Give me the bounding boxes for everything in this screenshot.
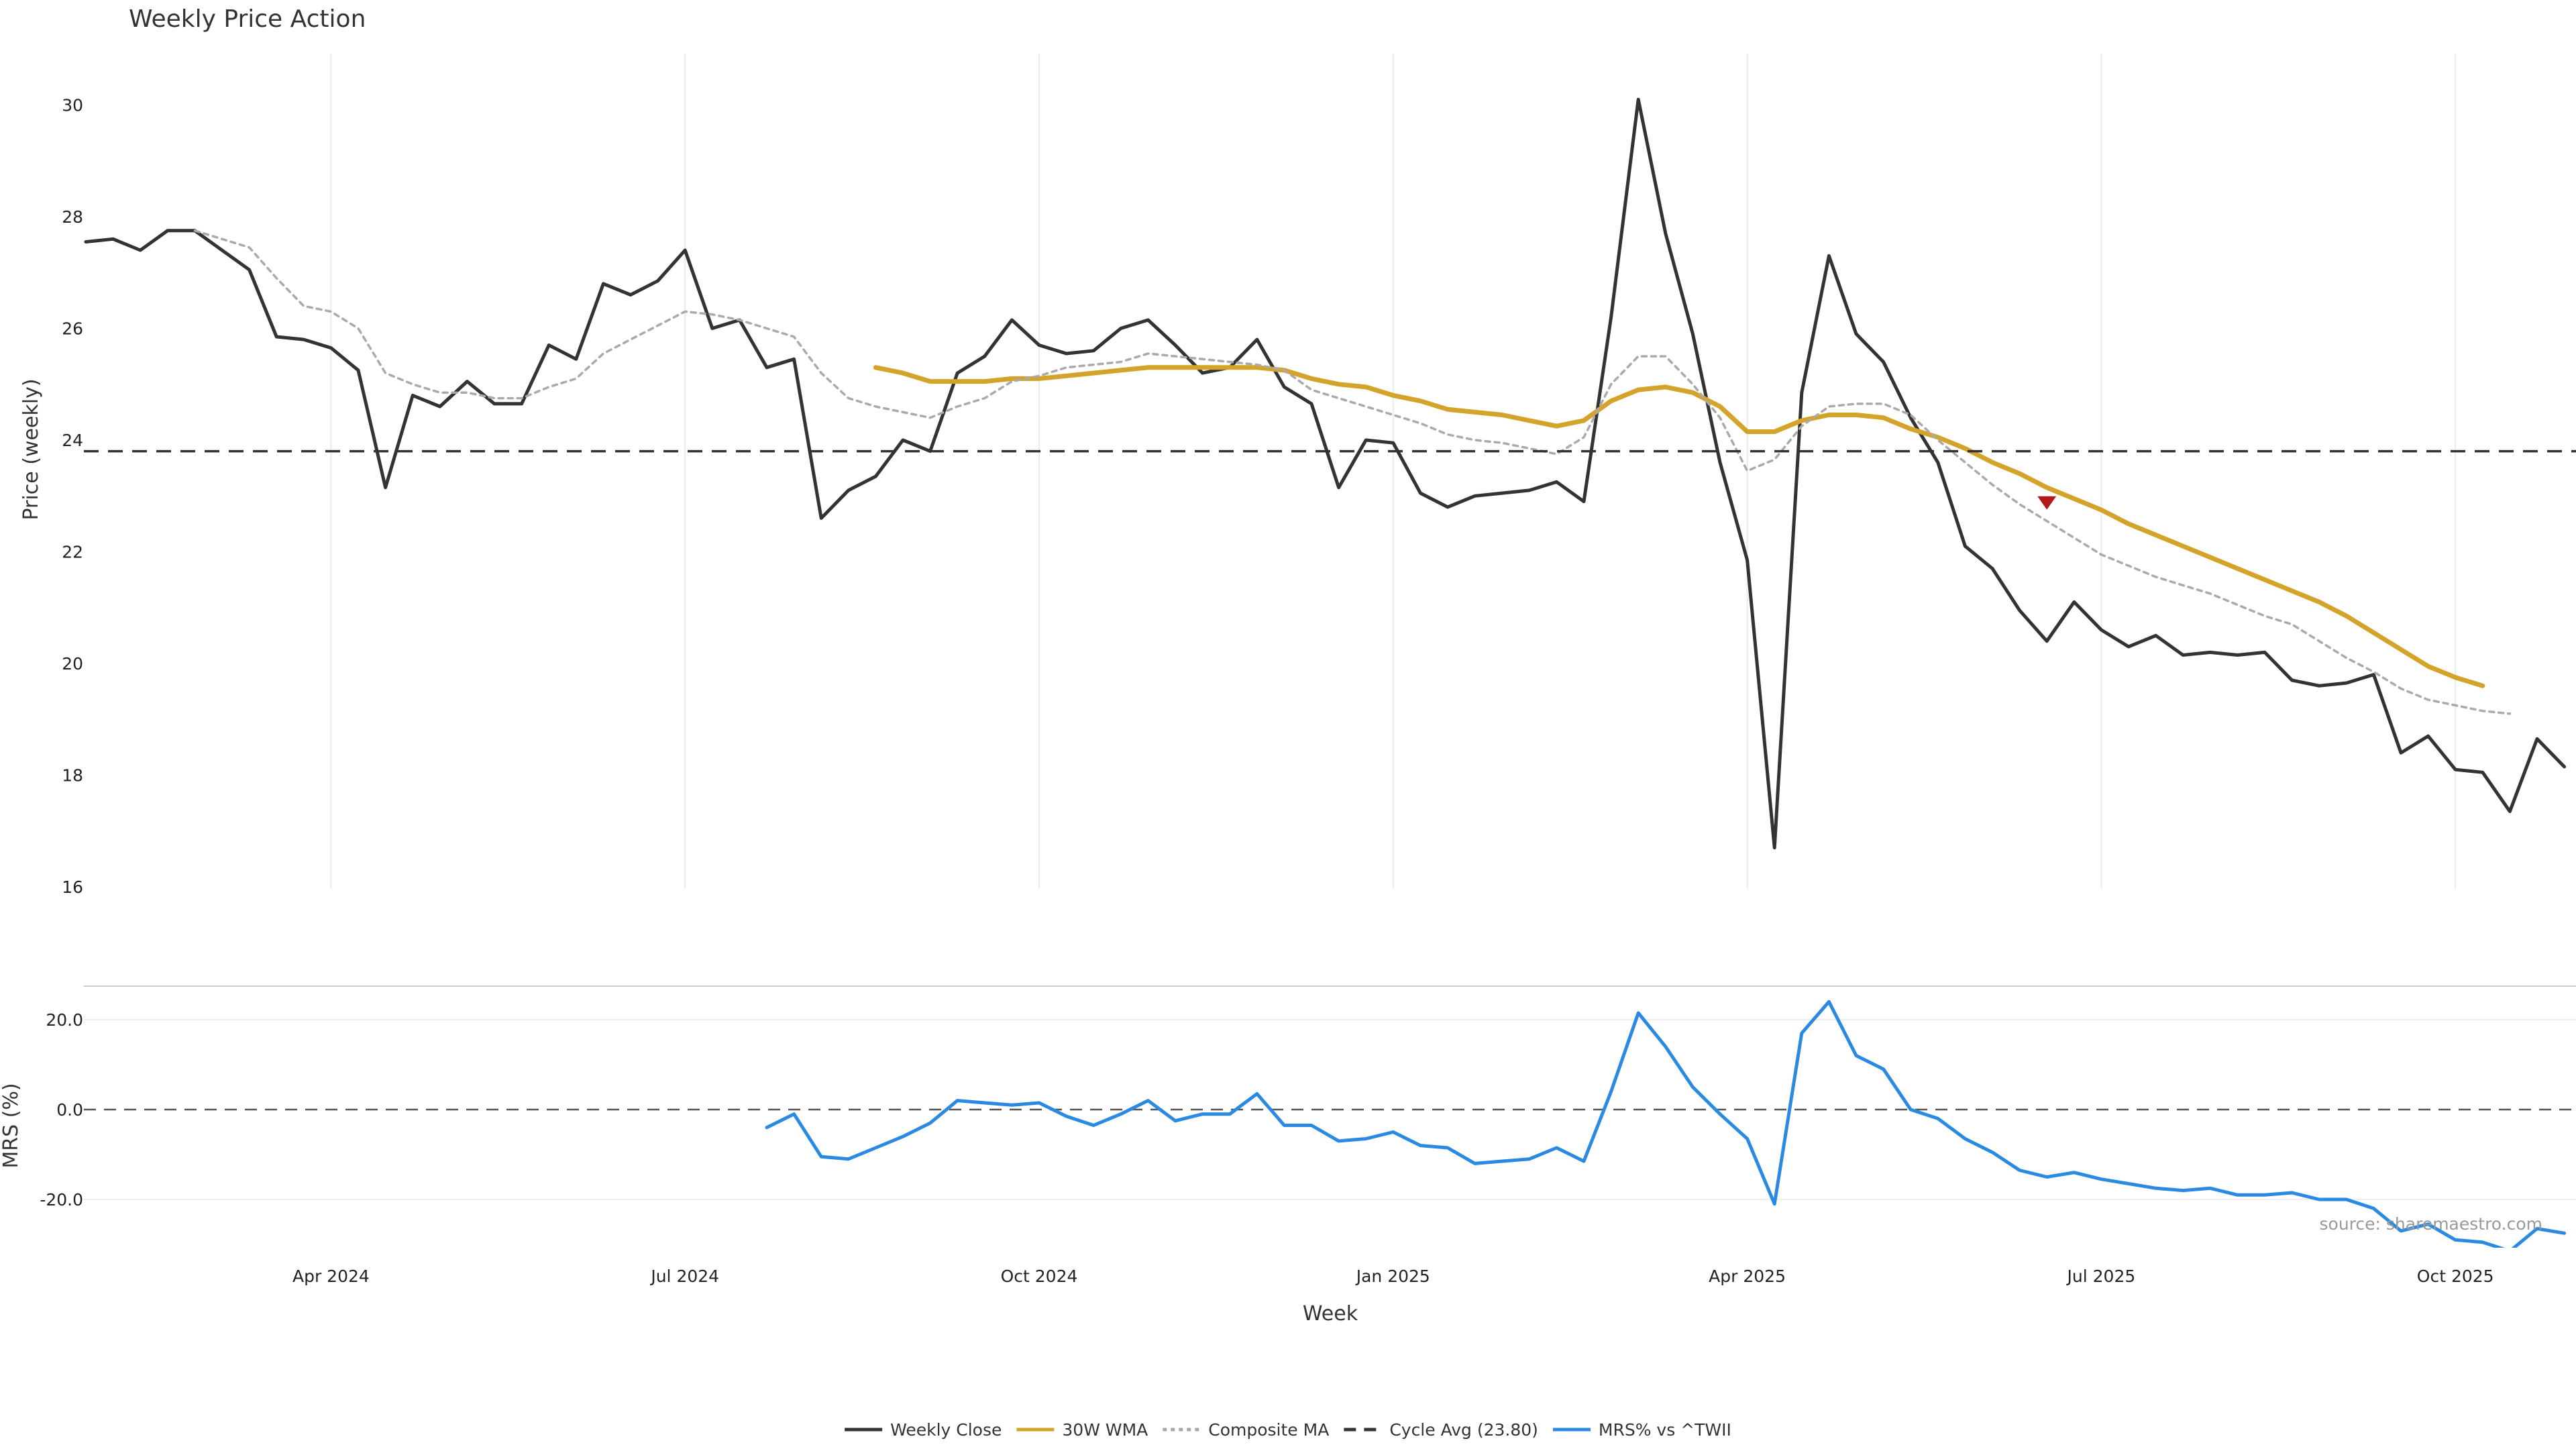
mrs-ytick-label: 20.0: [46, 1010, 83, 1030]
sell-signal-marker: [2037, 496, 2056, 510]
x-tick-label: Apr 2025: [1709, 1267, 1786, 1286]
mrs-ytick-label: 0.0: [56, 1100, 83, 1120]
price-ytick-label: 16: [62, 877, 83, 897]
x-tick-label: Oct 2025: [2417, 1267, 2494, 1286]
price-markers: [2037, 496, 2056, 510]
x-tick-label: Oct 2024: [1001, 1267, 1078, 1286]
price-ytick-label: 20: [62, 654, 83, 674]
price-grid: [331, 54, 2455, 889]
legend-label: Weekly Close: [890, 1420, 1002, 1440]
mrs-ytick-label: -20.0: [40, 1190, 83, 1210]
price-ytick-label: 22: [62, 543, 83, 562]
mrs-y-axis: -20.0 0.0 20.0: [40, 1010, 83, 1210]
30w-wma-line: [875, 368, 2482, 686]
source-watermark: source: sharemaestro.com: [2320, 1214, 2543, 1234]
mrs-series: [767, 1002, 2565, 1251]
price-ytick-label: 24: [62, 431, 83, 450]
legend-label: Cycle Avg (23.80): [1389, 1420, 1538, 1440]
price-y-axis-label: Price (weekly): [19, 378, 43, 520]
x-tick-label: Apr 2024: [292, 1267, 370, 1286]
weekly-close-line: [86, 99, 2565, 848]
x-axis-ticks: Apr 2024 Jul 2024 Oct 2024 Jan 2025 Apr 2025…: [292, 1267, 2494, 1286]
chart-figure: Weekly Price Action 16 18 20 22 24 26 28 30 Pri…: [0, 0, 2576, 1449]
price-ytick-label: 18: [62, 766, 83, 786]
x-tick-label: Jul 2024: [649, 1267, 719, 1286]
legend-label: MRS% vs ^TWII: [1599, 1420, 1731, 1440]
chart-title: Weekly Price Action: [129, 5, 366, 33]
x-axis-label: Week: [1303, 1302, 1358, 1326]
mrs-y-axis-label: MRS (%): [0, 1083, 23, 1168]
price-y-axis: 16 18 20 22 24 26 28 30: [62, 96, 83, 898]
legend: Weekly Close 30W WMA Composite MA Cycle Avg…: [845, 1420, 1731, 1440]
mrs-line: [767, 1002, 2565, 1251]
price-series: [84, 99, 2576, 848]
legend-label: Composite MA: [1208, 1420, 1329, 1440]
x-tick-label: Jul 2025: [2066, 1267, 2136, 1286]
price-ytick-label: 28: [62, 207, 83, 227]
price-ytick-label: 26: [62, 319, 83, 339]
legend-label: 30W WMA: [1062, 1420, 1148, 1440]
price-ytick-label: 30: [62, 96, 83, 115]
mrs-grid: [84, 1020, 2576, 1199]
x-tick-label: Jan 2025: [1355, 1267, 1430, 1286]
